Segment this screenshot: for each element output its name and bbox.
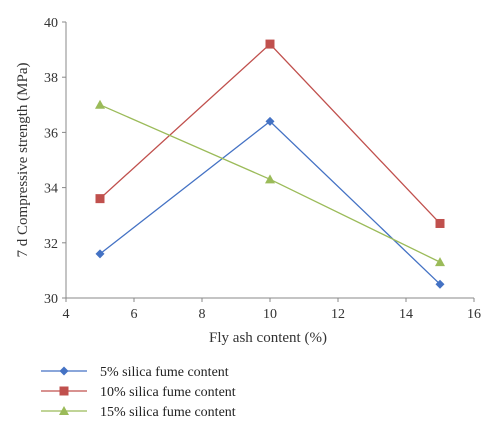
data-point	[435, 257, 445, 267]
legend-label: 15% silica fume content	[100, 405, 236, 420]
y-tick-label: 36	[44, 126, 58, 141]
y-tick-label: 34	[44, 182, 58, 197]
data-point	[435, 279, 445, 289]
legend-label: 10% silica fume content	[100, 385, 236, 400]
plot-frame	[65, 22, 474, 299]
legend-item: 15% silica fume content	[41, 405, 236, 420]
series-2	[95, 39, 445, 228]
legend-item: 10% silica fume content	[41, 385, 236, 400]
series-line	[99, 104, 441, 263]
series-3	[95, 99, 445, 267]
data-point	[265, 116, 275, 126]
legend-marker	[59, 386, 69, 396]
data-point	[265, 39, 275, 49]
x-tick-label: 6	[131, 307, 138, 322]
y-tick-label: 32	[44, 237, 58, 252]
x-tick-label: 16	[467, 307, 481, 322]
y-axis-title: 7 d Compressive strength (MPa)	[15, 63, 31, 258]
x-tick-label: 12	[331, 307, 345, 322]
data-point	[95, 99, 105, 109]
y-tick-label: 30	[44, 292, 58, 307]
series-layer	[95, 39, 445, 289]
series-line	[99, 120, 441, 285]
x-axis-title: Fly ash content (%)	[209, 330, 327, 346]
legend: 5% silica fume content 10% silica fume co…	[41, 365, 236, 420]
data-point	[435, 218, 445, 228]
data-point	[265, 174, 275, 184]
y-tick-label: 38	[44, 71, 58, 86]
x-tick-label: 14	[399, 307, 413, 322]
data-point	[95, 194, 105, 204]
series-line	[99, 43, 441, 224]
x-tick-label: 10	[263, 307, 277, 322]
legend-label: 5% silica fume content	[100, 365, 229, 380]
legend-item: 5% silica fume content	[41, 365, 229, 380]
legend-marker	[59, 366, 69, 376]
x-tick-label: 4	[63, 307, 70, 322]
y-tick-label: 40	[44, 16, 58, 31]
x-tick-label: 8	[199, 307, 206, 322]
x-axis-ticks: 4 6 8 10 12 14 16	[63, 298, 481, 322]
series-1	[95, 116, 445, 289]
legend-marker	[59, 406, 69, 415]
y-axis-ticks: 30 32 34 36 38 40	[44, 16, 66, 307]
data-point	[95, 249, 105, 259]
